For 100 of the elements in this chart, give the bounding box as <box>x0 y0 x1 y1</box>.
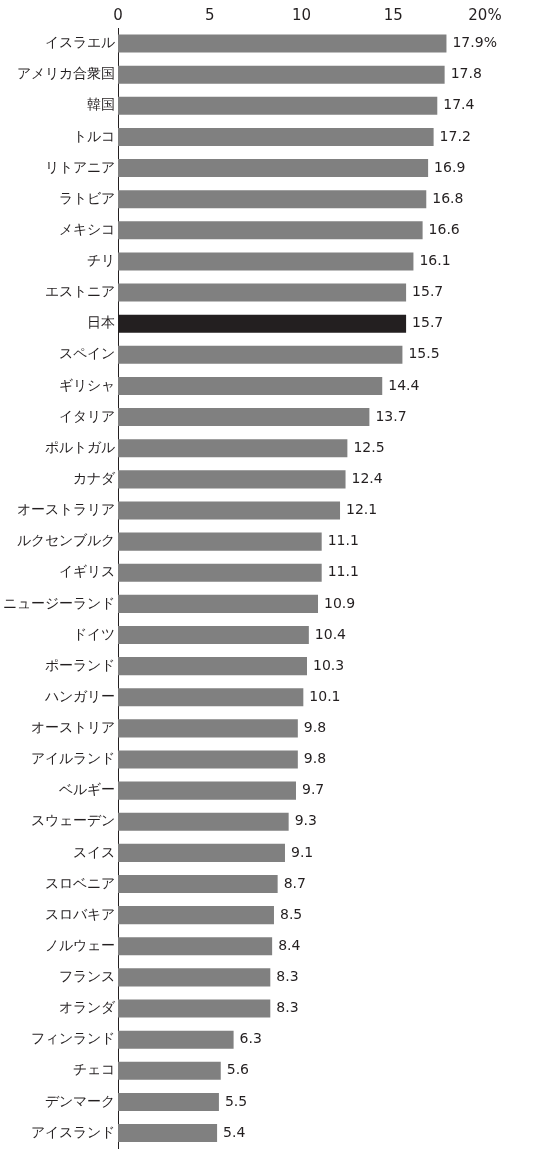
data-label: 11.1 <box>327 563 359 580</box>
bar <box>118 594 319 613</box>
data-label: 8.4 <box>278 936 301 953</box>
bar <box>118 968 271 987</box>
data-label: 16.6 <box>428 220 460 237</box>
bar <box>118 812 289 831</box>
bar <box>118 190 427 209</box>
bar <box>118 65 445 84</box>
bar <box>118 719 298 738</box>
data-label: 9.7 <box>301 781 325 798</box>
bar <box>118 906 274 925</box>
y-tick-label: スペイン <box>59 345 115 362</box>
bar <box>118 999 271 1018</box>
y-tick-label: イギリス <box>59 563 115 580</box>
y-tick-label: アメリカ合衆国 <box>17 65 115 82</box>
y-tick-label: チリ <box>87 252 115 269</box>
bar <box>118 657 308 676</box>
bar <box>118 159 429 178</box>
bar <box>118 283 407 302</box>
y-tick-label: アイルランド <box>31 750 115 767</box>
data-label: 8.3 <box>276 999 299 1016</box>
y-tick-label: リトアニア <box>45 158 115 175</box>
x-tick-label: 5 <box>204 5 215 24</box>
x-tick-label: 0 <box>113 5 123 24</box>
bar <box>118 221 423 240</box>
data-label: 17.8 <box>450 65 482 82</box>
y-tick-label: オーストラリア <box>17 501 115 518</box>
bar <box>118 408 370 427</box>
data-label: 17.4 <box>443 96 475 113</box>
y-tick-label: ドイツ <box>73 625 115 642</box>
data-label: 10.4 <box>314 625 347 642</box>
bar <box>118 781 296 800</box>
bar <box>118 532 322 551</box>
y-tick-label: フィンランド <box>31 1030 115 1047</box>
bar <box>118 252 414 271</box>
data-label: 14.4 <box>388 376 420 393</box>
y-tick-label: ベルギー <box>59 781 115 798</box>
y-tick-label: アイスランド <box>31 1123 115 1140</box>
data-label: 12.1 <box>346 501 378 518</box>
data-label: 12.5 <box>353 438 385 455</box>
data-label: 16.8 <box>432 189 464 206</box>
x-tick-label: 20% <box>468 5 502 24</box>
data-label: 16.1 <box>419 252 451 269</box>
data-label: 15.5 <box>408 345 440 362</box>
bar <box>118 843 285 862</box>
x-tick-label: 10 <box>291 5 312 24</box>
bar <box>118 874 278 894</box>
bar <box>118 439 348 458</box>
y-tick-label: フランス <box>59 968 115 985</box>
data-label: 10.3 <box>313 656 345 673</box>
data-label: 5.4 <box>223 1123 246 1140</box>
data-label: 5.6 <box>226 1061 250 1078</box>
y-tick-label: スロバキア <box>45 905 115 922</box>
bar <box>118 127 434 146</box>
data-label: 8.5 <box>279 905 303 922</box>
y-tick-label: カナダ <box>73 469 116 486</box>
data-label: 5.5 <box>224 1092 248 1109</box>
data-label: 8.7 <box>283 874 306 891</box>
data-label: 6.3 <box>239 1030 262 1047</box>
bar <box>118 563 322 582</box>
data-label: 13.7 <box>375 407 407 424</box>
y-tick-label: ポーランド <box>45 656 115 673</box>
bar <box>118 1092 219 1111</box>
data-label: 12.4 <box>351 469 383 486</box>
y-tick-label: デンマーク <box>45 1092 115 1109</box>
y-tick-label: 日本 <box>87 314 115 331</box>
y-tick-label: ルクセンブルク <box>17 532 115 549</box>
y-tick-label: イスラエル <box>45 34 115 51</box>
bar <box>118 501 341 520</box>
y-tick-label: イタリア <box>59 407 115 424</box>
data-label: 9.1 <box>290 843 314 860</box>
data-label: 17.9% <box>452 34 497 51</box>
bar <box>118 470 346 489</box>
bar <box>118 937 273 956</box>
bar <box>118 1124 218 1143</box>
data-label: 15.7 <box>412 314 444 331</box>
bar <box>118 1061 221 1080</box>
data-label: 16.9 <box>434 158 466 175</box>
y-tick-label: トルコ <box>73 127 115 144</box>
data-label: 17.2 <box>439 127 471 144</box>
bar <box>118 345 403 364</box>
y-tick-label: チェコ <box>73 1061 115 1078</box>
y-tick-label: ギリシャ <box>59 376 115 393</box>
bar <box>118 376 383 395</box>
bar <box>118 625 309 645</box>
data-label: 9.8 <box>303 719 327 736</box>
y-tick-label: スウェーデン <box>31 812 115 829</box>
y-tick-label: ニュージーランド <box>3 594 115 611</box>
bar <box>118 34 447 53</box>
y-tick-label: ポルトガル <box>45 438 115 455</box>
y-tick-label: スロベニア <box>45 874 115 891</box>
data-label: 10.1 <box>309 687 341 704</box>
y-tick-label: オランダ <box>59 999 116 1016</box>
y-tick-label: 韓国 <box>87 96 115 113</box>
bar <box>118 96 438 115</box>
y-tick-label: ラトビア <box>59 189 115 206</box>
data-label: 8.3 <box>276 968 299 985</box>
y-tick-label: ノルウェー <box>45 936 115 953</box>
data-label: 10.9 <box>324 594 356 611</box>
data-label: 15.7 <box>412 283 444 300</box>
